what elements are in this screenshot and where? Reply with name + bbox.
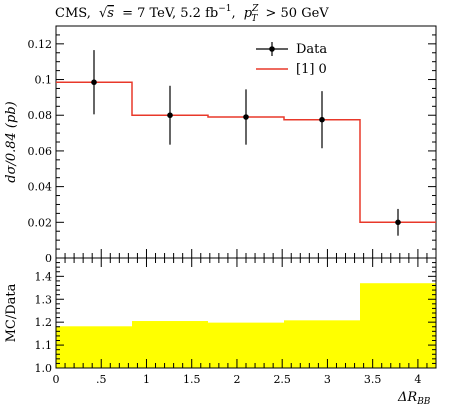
legend: Data [1] 0 xyxy=(256,42,327,77)
ratio-y-tick-label: 1.2 xyxy=(35,316,53,329)
title-p-subscript: T xyxy=(251,14,258,24)
ratio-y-axis-label: MC/Data xyxy=(4,283,19,342)
legend-data-label: Data xyxy=(296,42,327,57)
main-y-axis: 0 0.02 0.04 0.06 0.08 0.1 0.12 xyxy=(28,34,436,265)
title-energy: = 7 TeV, 5.2 fb xyxy=(122,6,218,21)
ratio-x-axis: 0 .5 1 1.5 2 2.5 3 3.5 4 xyxy=(53,258,437,386)
title-prefix: CMS, xyxy=(55,6,91,21)
ratio-bin xyxy=(284,320,360,368)
x-axis-label-sub: BB xyxy=(416,397,431,407)
ratio-y-tick-label: 1.0 xyxy=(35,362,53,375)
main-y-axis-label: dσ/0.84 (pb) xyxy=(4,101,19,182)
sqrt-symbol: √ xyxy=(99,6,108,21)
x-tick-label: 3 xyxy=(324,373,331,386)
ratio-y-tick-label: 1.3 xyxy=(35,293,53,306)
x-tick-label: 0 xyxy=(53,373,60,386)
ratio-bin xyxy=(56,326,132,368)
title-cut: > 50 GeV xyxy=(266,6,330,21)
x-tick-label: 4 xyxy=(414,373,421,386)
x-tick-label: 1.5 xyxy=(183,373,201,386)
chart-title: CMS, √s = 7 TeV, 5.2 fb−1, pZ T > 50 GeV xyxy=(55,4,329,25)
data-point xyxy=(91,79,97,86)
main-y-tick-label: 0 xyxy=(45,252,52,265)
x-axis-label-main: ΔR xyxy=(397,390,417,405)
ratio-y-tick-label: 1.4 xyxy=(35,270,53,283)
ratio-band xyxy=(56,283,436,368)
title-lumi-exponent: −1 xyxy=(218,4,231,14)
title-p-variable: p xyxy=(244,6,253,21)
x-tick-label: 2 xyxy=(233,373,240,386)
main-y-tick-label: 0.08 xyxy=(28,109,53,122)
title-s-variable: s xyxy=(107,6,114,21)
ratio-y-axis: 1.0 1.1 1.2 1.3 1.4 xyxy=(35,262,436,375)
main-y-tick-label: 0.04 xyxy=(28,181,53,194)
x-tick-label: 3.5 xyxy=(364,373,382,386)
ratio-bin xyxy=(360,283,436,368)
legend-data-marker xyxy=(269,46,275,52)
main-y-tick-label: 0.1 xyxy=(35,74,53,87)
data-point xyxy=(319,116,325,123)
title-p-superscript: Z xyxy=(251,4,259,14)
x-axis-label: ΔRBB xyxy=(397,390,431,407)
title-separator: , xyxy=(231,6,235,21)
main-y-tick-label: 0.12 xyxy=(28,38,53,51)
legend-mc-label: [1] 0 xyxy=(296,62,327,77)
main-x-axis-ticks xyxy=(55,249,437,258)
ratio-bin xyxy=(208,322,284,368)
data-points xyxy=(91,50,401,236)
main-y-tick-label: 0.06 xyxy=(28,145,53,158)
data-point xyxy=(395,219,401,226)
x-tick-label: 1 xyxy=(143,373,150,386)
data-point xyxy=(243,114,249,120)
ratio-bin xyxy=(132,321,208,368)
ratio-y-tick-label: 1.1 xyxy=(35,339,53,352)
main-y-tick-label: 0.02 xyxy=(28,216,53,229)
x-tick-label: 2.5 xyxy=(273,373,291,386)
x-tick-label: .5 xyxy=(96,373,107,386)
data-point xyxy=(167,112,173,119)
